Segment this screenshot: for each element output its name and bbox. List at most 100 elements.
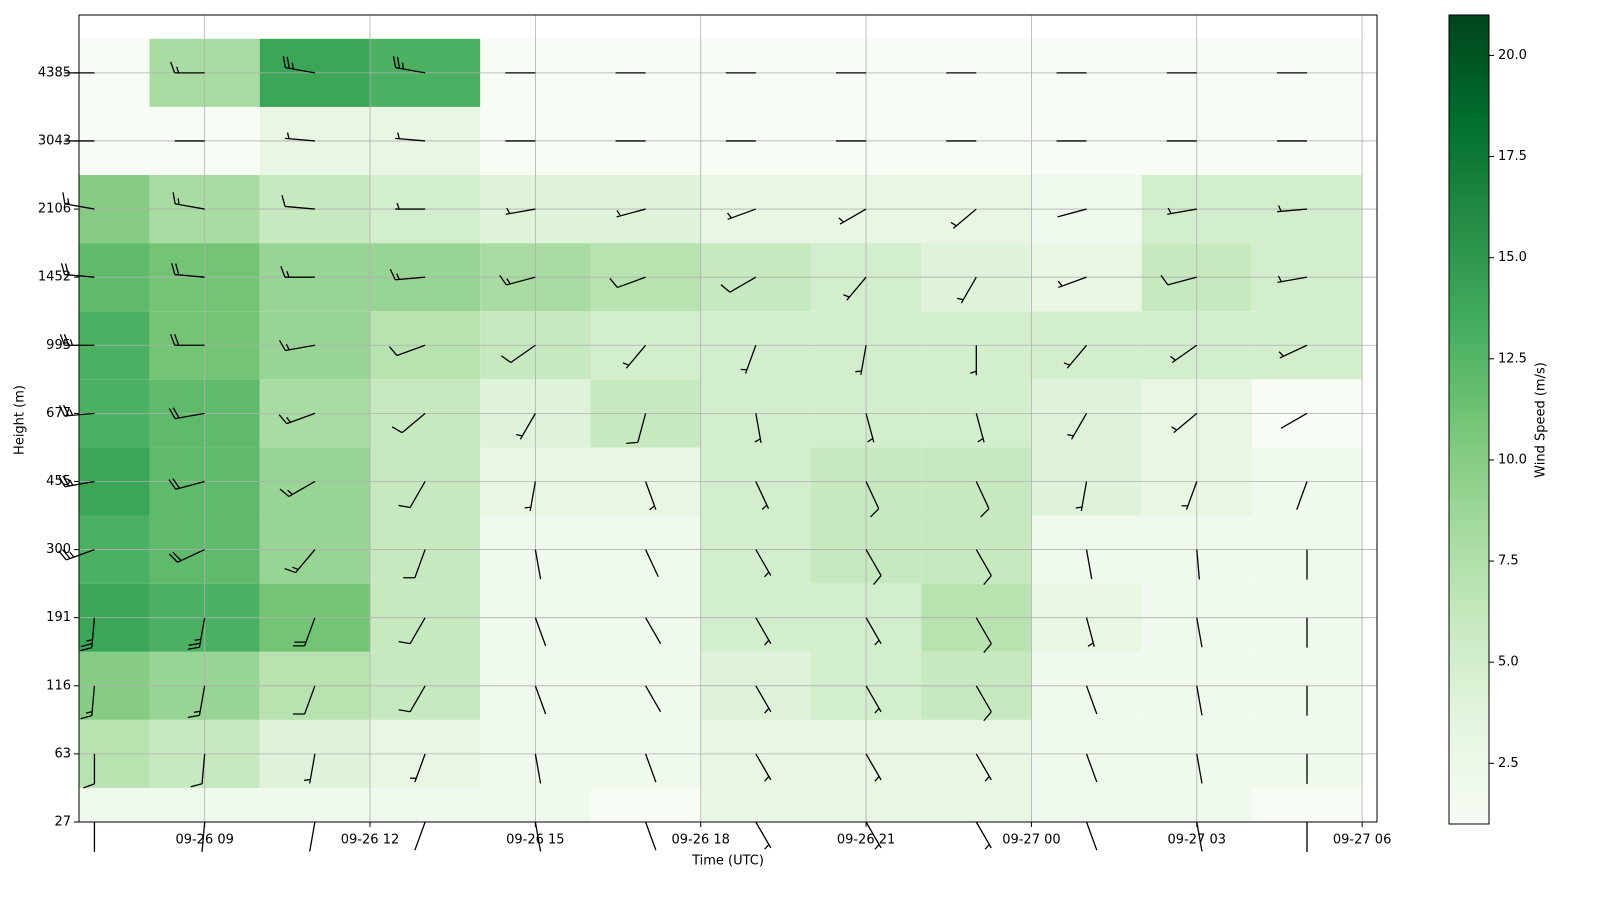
colorbar-tick-label: 20.0 [1498,48,1527,63]
wind-barb [740,345,757,374]
wind-barb [1196,617,1203,648]
x-tick-label: 09-26 18 [671,833,729,848]
wind-barb [534,821,542,852]
wind-barb [190,753,206,788]
y-tick-label: 995 [46,338,71,353]
wind-barb [1196,549,1201,580]
wind-barb [80,685,96,720]
wind-barb [62,192,95,210]
x-tick-label: 09-27 00 [1002,833,1060,848]
wind-barb [1196,821,1203,852]
wind-barb [1085,685,1098,715]
wind-barb [1196,753,1203,784]
wind-barb [970,345,977,376]
wind-barb [284,132,315,142]
wind-barb [1280,412,1308,429]
wind-barb [720,276,757,293]
wind-barb [975,617,992,654]
wind-barb [398,481,426,509]
wind-barb [865,685,882,714]
wind-barb [645,617,662,644]
wind-barb [505,207,536,215]
wind-barb [172,192,205,210]
wind-barb [1085,821,1098,851]
wind-barb [755,617,772,646]
wind-barb [168,478,205,490]
wind-barb [187,685,206,719]
y-axis-label: Height (m) [13,385,28,455]
wind-barb [58,475,95,488]
colorbar-tick-label: 5.0 [1498,655,1519,670]
wind-barb [309,821,316,852]
wind-barb [1171,412,1198,434]
wind-barb [865,617,882,646]
wind-barb [292,685,316,715]
wind-barb [516,413,536,440]
wind-barb [80,617,96,652]
wind-barb [534,617,547,647]
wind-barb [304,753,316,784]
heat-cell [259,787,371,822]
wind-barb [534,753,542,784]
y-tick-label: 191 [46,610,71,625]
wind-barb [975,821,992,850]
wind-barb [1277,275,1308,284]
wind-barb [414,821,426,851]
wind-barb [755,753,772,782]
colorbar-tick-label: 10.0 [1498,452,1527,467]
wind-barb [170,61,205,74]
wind-barb [1085,617,1095,647]
wind-barb [281,194,315,210]
heat-cell [921,787,1032,822]
colorbar-label: Wind Speed (m/s) [1534,362,1549,478]
wind-barb [524,481,537,512]
x-tick-label: 09-27 03 [1168,833,1226,848]
y-tick-label: 4385 [38,65,71,80]
wind-barb [1057,276,1087,289]
x-tick-label: 09-26 09 [175,833,233,848]
wind-barb [1063,344,1088,369]
wind-barb [865,821,882,850]
x-tick-label: 09-26 21 [837,833,895,848]
wind-barb [499,274,536,286]
plot-frame [78,14,1378,823]
wind-barb [58,548,95,561]
colorbar-tick-label: 17.5 [1498,149,1527,164]
y-tick-label: 3043 [38,133,71,148]
wind-barb [170,334,205,346]
x-tick-label: 09-26 15 [506,833,564,848]
y-tick-label: 63 [54,746,71,761]
wind-barb [754,413,762,444]
axes: 27 63 116 191 300 455 677 995 1452 2106 3043 4385 09… [38,48,1527,848]
colorbar [1448,14,1490,825]
wind-barb [403,549,426,579]
wind-barb [278,340,316,352]
wind-barb [278,412,316,425]
wind-barb [388,344,426,357]
wind-barb [1170,344,1198,364]
wind-barb [1296,481,1308,510]
heat-cell [590,787,701,822]
wind-barb [616,208,646,218]
heat-cell [1251,787,1363,822]
wind-barb [280,265,315,278]
barbs [58,56,1308,852]
wind-barb [398,685,426,713]
wind-barb [1075,481,1088,512]
wind-barb [1067,413,1088,440]
y-tick-label: 2106 [38,202,71,217]
wind-barb [865,753,882,782]
heat-cell [370,787,481,822]
wind-barb [279,480,316,498]
wind-barb [395,132,426,142]
wind-barb [975,413,985,443]
wind-barb [865,481,880,518]
wind-barb [398,617,426,645]
wind-barb [755,481,770,510]
wind-barb [622,344,647,369]
y-tick-label: 116 [46,678,71,693]
wind-barb [1277,205,1308,213]
y-tick-label: 300 [46,542,71,557]
wind-barb [1196,685,1203,716]
